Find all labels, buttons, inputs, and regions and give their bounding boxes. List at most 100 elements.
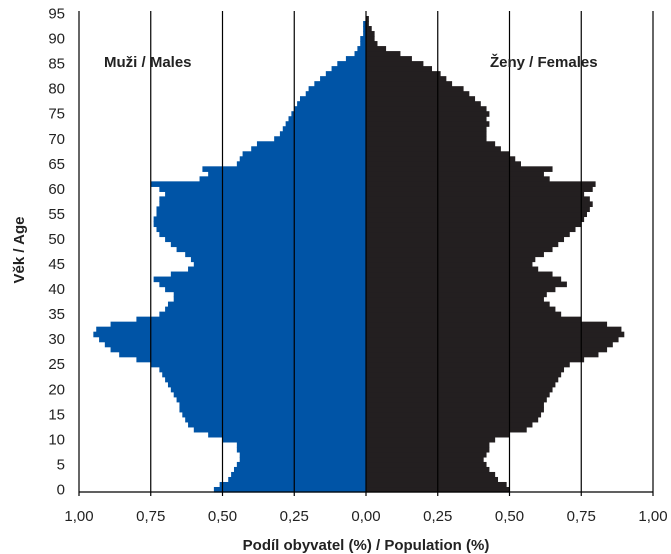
y-tick-label-18: 90 — [48, 31, 65, 48]
female-bar-age-6 — [366, 456, 484, 463]
x-axis-title: Podíl obyvatel (%) / Population (%) — [243, 537, 490, 554]
x-tick-label-7: 0,75 — [567, 508, 596, 525]
x-tick-label-3: 0,25 — [280, 508, 309, 525]
x-tick-label-1: 0,75 — [136, 508, 165, 525]
female-bar-age-2 — [366, 476, 499, 483]
male-bar-age-66 — [239, 156, 366, 162]
labels-layer: 1,00 0,75 0,50 0,25 0,00 0,25 0,50 0,75 1,00 0 5 10… — [48, 6, 667, 525]
y-tick-label-12: 60 — [48, 181, 65, 198]
male-bar-age-76 — [294, 106, 366, 112]
female-bar-age-32 — [366, 326, 622, 333]
female-bar-age-49 — [366, 241, 559, 248]
female-bar-age-24 — [366, 366, 565, 373]
y-tick-label-16: 80 — [48, 81, 65, 98]
male-bar-age-53 — [153, 221, 366, 228]
male-bar-age-5 — [236, 461, 366, 468]
male-bar-age-87 — [354, 51, 366, 57]
male-bar-age-71 — [279, 131, 366, 137]
female-bar-age-26 — [366, 356, 585, 363]
male-bar-age-25 — [150, 361, 366, 368]
female-bar-age-13 — [366, 421, 533, 428]
male-bar-age-7 — [239, 451, 366, 458]
male-bar-age-0 — [213, 486, 366, 493]
female-bar-age-36 — [366, 306, 556, 313]
male-bar-age-31 — [93, 331, 366, 338]
female-bar-age-68 — [366, 146, 501, 152]
female-bar-age-20 — [366, 386, 553, 393]
male-bar-age-17 — [179, 401, 366, 408]
female-bar-age-89 — [366, 41, 378, 47]
female-bar-age-75 — [366, 111, 490, 117]
male-bar-age-26 — [136, 356, 366, 363]
male-bar-age-13 — [188, 421, 366, 428]
male-bar-age-60 — [159, 186, 366, 192]
female-bar-age-29 — [366, 341, 613, 348]
female-bar-age-17 — [366, 401, 544, 408]
female-bar-age-41 — [366, 281, 567, 288]
x-tick-label-8: 1,00 — [638, 508, 667, 525]
male-bar-age-8 — [236, 446, 366, 453]
y-tick-label-11: 55 — [48, 206, 65, 223]
female-bar-age-74 — [366, 116, 487, 122]
y-tick-label-14: 70 — [48, 131, 65, 148]
male-bar-age-49 — [170, 241, 366, 248]
female-bar-age-25 — [366, 361, 570, 368]
female-bar-age-57 — [366, 201, 593, 208]
male-bar-age-29 — [104, 341, 366, 348]
male-bar-age-88 — [357, 46, 366, 52]
male-bar-age-27 — [119, 351, 367, 358]
y-tick-label-13: 65 — [48, 156, 65, 173]
male-bar-age-22 — [165, 376, 366, 383]
grid-layer — [78, 11, 654, 496]
female-bar-age-77 — [366, 101, 481, 107]
y-tick-label-3: 15 — [48, 406, 65, 423]
y-tick-label-2: 10 — [48, 431, 65, 448]
male-bar-age-75 — [291, 111, 366, 117]
male-bar-age-70 — [274, 136, 366, 142]
male-bar-age-55 — [156, 211, 366, 218]
female-bar-age-66 — [366, 156, 516, 162]
female-bar-age-92 — [366, 26, 372, 32]
y-tick-label-6: 30 — [48, 331, 65, 348]
female-bar-age-51 — [366, 231, 570, 238]
male-bar-age-64 — [202, 166, 366, 172]
male-bar-age-2 — [228, 476, 366, 483]
female-bar-age-90 — [366, 36, 375, 42]
male-bar-age-16 — [179, 406, 366, 413]
male-bar-age-65 — [236, 161, 366, 167]
female-bar-age-42 — [366, 276, 562, 283]
male-bar-age-28 — [110, 346, 366, 353]
male-bar-age-19 — [173, 391, 366, 398]
female-bar-age-33 — [366, 321, 608, 328]
female-bar-age-85 — [366, 61, 424, 67]
female-bar-age-71 — [366, 131, 487, 137]
male-bar-age-83 — [325, 71, 366, 77]
male-bar-age-61 — [150, 181, 366, 187]
x-tick-label-2: 0,50 — [208, 508, 237, 525]
y-tick-label-10: 50 — [48, 231, 65, 248]
female-bar-age-38 — [366, 296, 544, 303]
female-bar-age-9 — [366, 441, 490, 448]
male-bar-age-15 — [182, 411, 366, 418]
female-bar-age-61 — [366, 181, 596, 187]
male-bar-age-14 — [185, 416, 366, 423]
female-bar-age-64 — [366, 166, 553, 172]
female-bar-age-34 — [366, 316, 582, 323]
male-bar-age-45 — [193, 261, 366, 268]
female-bar-age-45 — [366, 261, 533, 268]
male-bar-age-40 — [165, 286, 366, 293]
female-bar-age-48 — [366, 246, 553, 253]
male-bar-age-84 — [331, 66, 366, 72]
male-bar-age-69 — [256, 141, 366, 147]
male-bar-age-9 — [236, 441, 366, 448]
male-bar-age-42 — [153, 276, 366, 283]
y-tick-label-1: 5 — [57, 456, 65, 473]
female-bar-age-70 — [366, 136, 487, 142]
male-bar-age-91 — [363, 31, 366, 37]
x-tick-label-4: 0,00 — [351, 508, 380, 525]
male-bar-age-36 — [165, 306, 366, 313]
bars-layer — [93, 16, 625, 493]
female-bar-age-81 — [366, 81, 453, 87]
x-tick-label-6: 0,50 — [495, 508, 524, 525]
